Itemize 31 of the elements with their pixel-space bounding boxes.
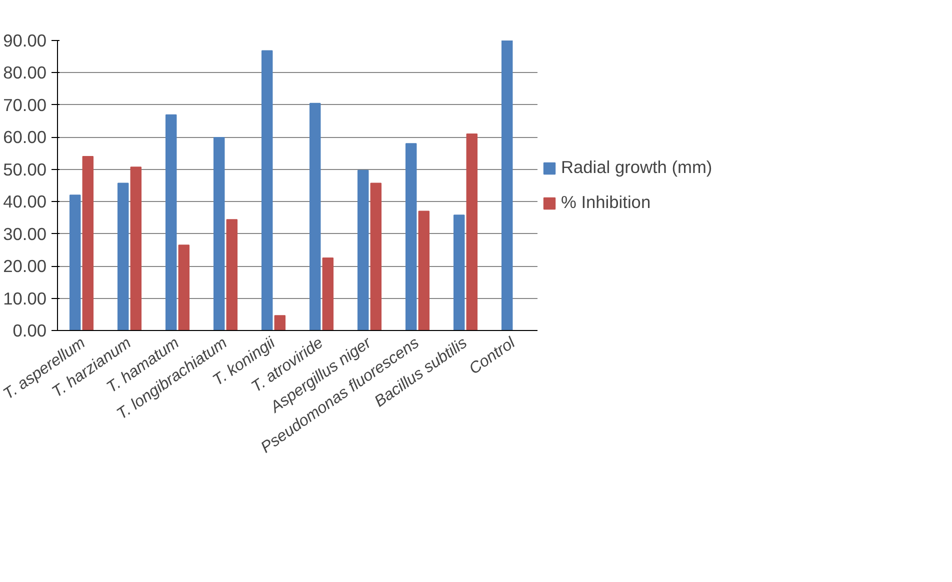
bar [418, 210, 430, 330]
y-tick-label: 30.00 [3, 224, 47, 244]
bar [357, 170, 369, 330]
bar [213, 136, 225, 330]
bar [82, 156, 94, 330]
y-tick-label: 40.00 [3, 192, 47, 212]
bar [322, 258, 334, 330]
y-tick-label: 80.00 [3, 62, 47, 83]
legend-label: % Inhibition [561, 192, 651, 213]
bar [405, 143, 417, 330]
y-tick-label: 20.00 [3, 256, 47, 276]
legend-label: Radial growth (mm) [561, 157, 712, 178]
bar [370, 182, 382, 330]
bar [165, 114, 177, 330]
bar [453, 214, 465, 330]
y-tick-label: 0.00 [12, 320, 47, 340]
bar [178, 244, 190, 330]
bar [466, 133, 478, 330]
bar [117, 182, 129, 330]
bar [69, 194, 81, 330]
y-tick-label: 90.00 [3, 30, 47, 50]
y-tick-label: 10.00 [3, 288, 47, 308]
bar [309, 102, 321, 330]
bar [261, 50, 273, 330]
bar [501, 40, 513, 330]
bar [274, 315, 286, 330]
y-tick-label: 60.00 [3, 127, 47, 148]
bar [130, 166, 142, 330]
y-tick-label: 50.00 [3, 159, 47, 180]
bar [226, 219, 238, 330]
y-tick-label: 70.00 [3, 94, 47, 115]
